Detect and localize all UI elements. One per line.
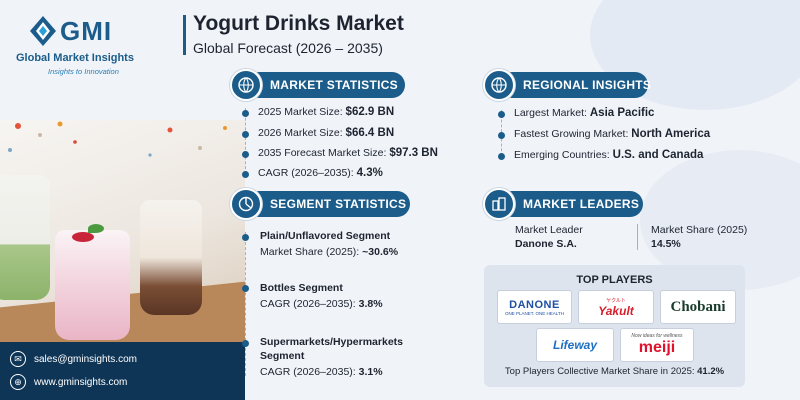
section-pill: MARKET STATISTICS [246, 72, 405, 98]
segment-title: Supermarkets/Hypermarkets [260, 336, 403, 348]
market-statistics-header: MARKET STATISTICS [230, 69, 405, 101]
timeline-line [245, 108, 246, 174]
top-players-share: Top Players Collective Market Share in 2… [504, 366, 725, 377]
title-accent-bar [183, 15, 186, 55]
logo-tagline: Insights to Innovation [48, 67, 119, 76]
timeline-dot [498, 111, 505, 118]
segment-title: Plain/Unflavored Segment [260, 230, 391, 242]
contact-email-row[interactable]: ✉ sales@gminsights.com [10, 351, 137, 367]
timeline-line [245, 232, 246, 376]
section-title: MARKET STATISTICS [270, 78, 398, 92]
timeline-dot [242, 110, 249, 117]
market-leader-label: Market Leader [515, 224, 583, 236]
stat-cagr: CAGR (2026–2035): 4.3% [258, 167, 383, 179]
page-subtitle: Global Forecast (2026 – 2035) [193, 40, 383, 56]
globe-chart-icon [230, 69, 262, 101]
section-title: SEGMENT STATISTICS [270, 197, 407, 211]
timeline-dot [242, 340, 249, 347]
timeline-dot [498, 132, 505, 139]
emerging-countries: Emerging Countries: U.S. and Canada [514, 149, 704, 161]
brand-logo[interactable]: GMI Global Market Insights Insights to I… [10, 12, 170, 84]
mint-garnish [88, 224, 104, 233]
timeline-dot [498, 153, 505, 160]
timeline-dot [242, 171, 249, 178]
section-pill: REGIONAL INSIGHTS [499, 72, 652, 98]
danone-logo: DANONE ONE PLANET. ONE HEALTH [497, 290, 572, 324]
email-icon: ✉ [10, 351, 26, 367]
berry-yogurt-glass [55, 230, 130, 340]
leaders-divider [637, 224, 638, 250]
market-share-value: 14.5% [651, 238, 681, 250]
globe-icon [483, 69, 515, 101]
timeline-dot [242, 131, 249, 138]
segment-value: Market Share (2025): ~30.6% [260, 246, 399, 258]
regional-insights-header: REGIONAL INSIGHTS [483, 69, 652, 101]
stat-2035-forecast: 2035 Forecast Market Size: $97.3 BN [258, 147, 438, 159]
lifeway-logo: Lifeway [536, 328, 614, 362]
stat-2025-market-size: 2025 Market Size: $62.9 BN [258, 106, 395, 118]
timeline-dot [242, 285, 249, 292]
stat-2026-market-size: 2026 Market Size: $66.4 BN [258, 127, 395, 139]
meiji-logo: Now ideas for wellness meiji [620, 328, 694, 362]
contact-footer: ✉ sales@gminsights.com ⊕ www.gminsights.… [0, 342, 245, 400]
section-title: REGIONAL INSIGHTS [523, 78, 652, 92]
market-leader-value: Danone S.A. [515, 238, 577, 250]
largest-market: Largest Market: Asia Pacific [514, 107, 655, 119]
terrazzo-speckles [8, 121, 227, 157]
page-title: Yogurt Drinks Market [193, 12, 404, 35]
buildings-icon [483, 188, 515, 220]
top-players-title: TOP PLAYERS [576, 274, 653, 286]
market-leaders-header: MARKET LEADERS [483, 188, 643, 220]
market-share-label: Market Share (2025) [651, 224, 748, 236]
pie-chart-icon [230, 188, 262, 220]
timeline-dot [242, 151, 249, 158]
logo-company-name: Global Market Insights [16, 52, 134, 64]
section-pill: MARKET LEADERS [499, 191, 643, 217]
chobani-logo: Chobani [660, 290, 736, 324]
gmi-logo-icon [30, 16, 56, 46]
matcha-yogurt-glass [0, 175, 50, 300]
segment-statistics-header: SEGMENT STATISTICS [230, 188, 410, 220]
contact-website[interactable]: www.gminsights.com [34, 376, 128, 388]
timeline-dot [242, 234, 249, 241]
section-title: MARKET LEADERS [523, 197, 640, 211]
segment-value: CAGR (2026–2035): 3.1% [260, 366, 383, 378]
berry-garnish [72, 232, 94, 242]
segment-title-cont: Segment [260, 350, 305, 362]
fastest-growing-market: Fastest Growing Market: North America [514, 128, 711, 140]
yakult-logo: ヤクルト Yakult [578, 290, 654, 324]
top-players-panel: TOP PLAYERS DANONE ONE PLANET. ONE HEALT… [484, 265, 745, 387]
segment-value: CAGR (2026–2035): 3.8% [260, 298, 383, 310]
globe-icon: ⊕ [10, 374, 26, 390]
chocolate-yogurt-glass [140, 200, 202, 315]
segment-title: Bottles Segment [260, 282, 343, 294]
logo-wordmark: GMI [60, 16, 113, 46]
contact-email[interactable]: sales@gminsights.com [34, 353, 137, 365]
contact-website-row[interactable]: ⊕ www.gminsights.com [10, 374, 127, 390]
section-pill: SEGMENT STATISTICS [246, 191, 410, 217]
yogurt-drinks-photo [0, 120, 245, 345]
